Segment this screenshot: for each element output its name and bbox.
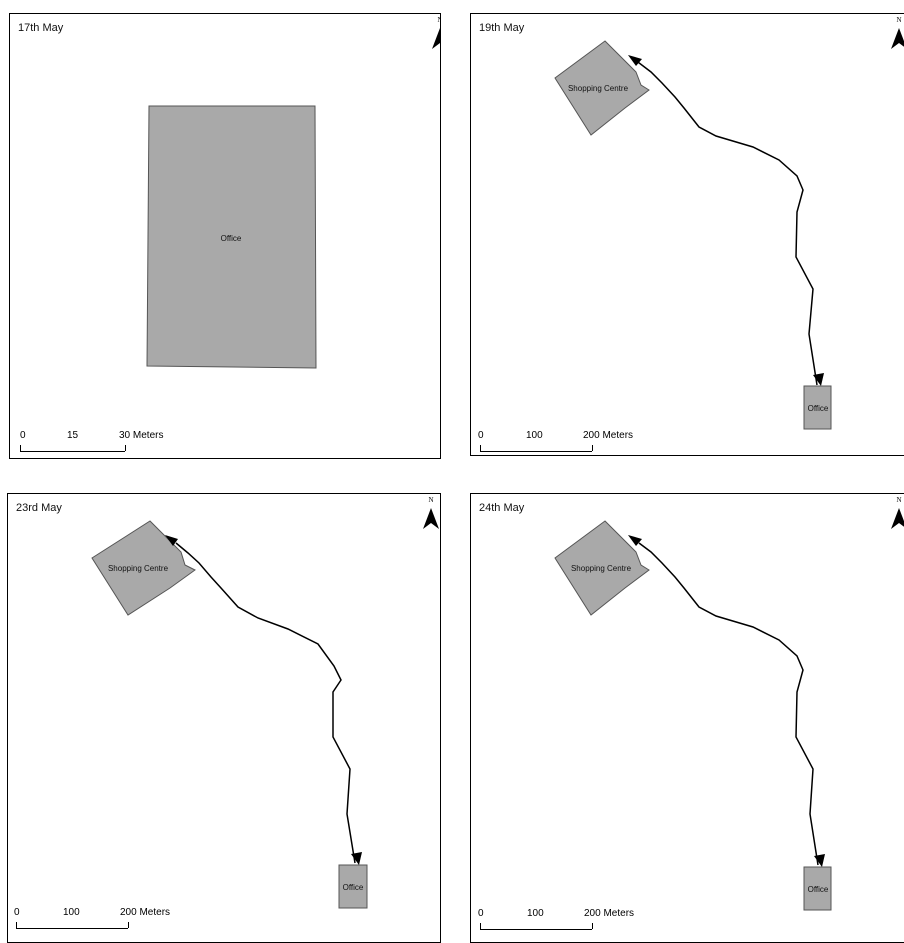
route-path xyxy=(638,542,819,866)
map-canvas: Shopping Centre Office xyxy=(91,520,368,909)
map-panel-19th-may: Shopping Centre Office 19th May N 0 100 … xyxy=(470,13,904,456)
scale-tick xyxy=(592,445,593,451)
scale-line xyxy=(480,929,592,930)
scale-tick-label: 0 xyxy=(478,908,484,919)
scale-end-value: 200 xyxy=(120,907,137,918)
route-arrowhead xyxy=(351,852,362,865)
scale-tick xyxy=(20,445,21,451)
map-date-title: 17th May xyxy=(18,22,64,34)
north-arrow-icon xyxy=(891,508,904,529)
scale-tick xyxy=(480,923,481,929)
route-arrowhead xyxy=(628,535,642,546)
north-arrow: N xyxy=(430,16,440,52)
scale-bar: 0 15 30 Meters xyxy=(20,430,170,456)
map-date-title: 23rd May xyxy=(16,502,62,514)
scale-line xyxy=(16,928,128,929)
scale-tick xyxy=(592,923,593,929)
shopping-centre-building xyxy=(91,520,196,616)
office-label: Office xyxy=(808,404,829,413)
scale-end-value: 200 xyxy=(584,908,601,919)
north-arrow-icon xyxy=(423,508,439,529)
route-arrowhead xyxy=(813,373,824,386)
scale-bar: 0 100 200 Meters xyxy=(14,907,196,933)
scale-tick xyxy=(16,922,17,928)
scale-unit: Meters xyxy=(139,907,171,918)
scale-unit: Meters xyxy=(132,430,164,441)
map-date-title: 24th May xyxy=(479,502,525,514)
map-canvas: Shopping Centre Office xyxy=(554,40,832,430)
scale-tick-label: 15 xyxy=(67,430,79,441)
map-panel-17th-may: Office 17th May N 0 15 30 Meters xyxy=(9,13,441,459)
route-path xyxy=(632,57,818,386)
scale-bar: 0 100 200 Meters xyxy=(478,908,660,934)
route-arrowhead xyxy=(165,535,178,546)
north-arrow-icon xyxy=(891,28,904,49)
scale-bar: 0 100 200 Meters xyxy=(478,430,660,455)
route-path xyxy=(175,542,356,864)
scale-tick-label: 0 xyxy=(14,907,20,918)
scale-tick-label: 30 Meters xyxy=(119,430,163,441)
north-label: N xyxy=(896,16,902,24)
map-date-title: 19th May xyxy=(479,22,525,34)
office-building xyxy=(803,385,832,430)
shopping-centre-label: Shopping Centre xyxy=(108,564,169,573)
north-label: N xyxy=(430,16,440,24)
scale-tick-label: 100 xyxy=(527,908,544,919)
scale-tick-label: 100 xyxy=(63,907,80,918)
scale-tick-label: 100 xyxy=(526,430,543,441)
scale-line xyxy=(480,451,592,452)
scale-end-value: 30 xyxy=(119,430,131,441)
scale-unit: Meters xyxy=(603,908,635,919)
map-panel-23rd-may: Shopping Centre Office 23rd May N 0 100 … xyxy=(7,493,441,943)
scale-tick xyxy=(128,922,129,928)
north-label: N xyxy=(896,496,902,504)
shopping-centre-building xyxy=(554,40,650,136)
map-canvas: Shopping Centre Office xyxy=(554,520,832,911)
office-building xyxy=(338,864,368,909)
office-label: Office xyxy=(221,234,242,243)
shopping-centre-label: Shopping Centre xyxy=(571,564,632,573)
scale-tick-label: 200 Meters xyxy=(583,430,633,441)
scale-tick xyxy=(480,445,481,451)
north-arrow: N xyxy=(889,496,904,532)
shopping-centre-label: Shopping Centre xyxy=(568,84,629,93)
north-arrow: N xyxy=(889,16,904,52)
scale-tick xyxy=(125,445,126,451)
scale-tick-label: 0 xyxy=(478,430,484,441)
scale-tick-label: 0 xyxy=(20,430,26,441)
shopping-centre-building xyxy=(554,520,650,616)
scale-tick-label: 200 Meters xyxy=(584,908,634,919)
scale-tick-label: 200 Meters xyxy=(120,907,170,918)
office-building xyxy=(146,105,317,369)
scale-unit: Meters xyxy=(602,430,634,441)
north-label: N xyxy=(428,496,434,504)
map-canvas: Office xyxy=(146,105,317,369)
office-label: Office xyxy=(343,883,364,892)
scale-end-value: 200 xyxy=(583,430,600,441)
route-arrowhead xyxy=(814,854,825,867)
office-label: Office xyxy=(808,885,829,894)
scale-line xyxy=(20,451,125,452)
route-arrowhead xyxy=(628,55,642,66)
north-arrow: N xyxy=(421,496,440,532)
map-panel-24th-may: Shopping Centre Office 24th May N 0 100 … xyxy=(470,493,904,943)
north-arrow-icon xyxy=(432,28,440,49)
